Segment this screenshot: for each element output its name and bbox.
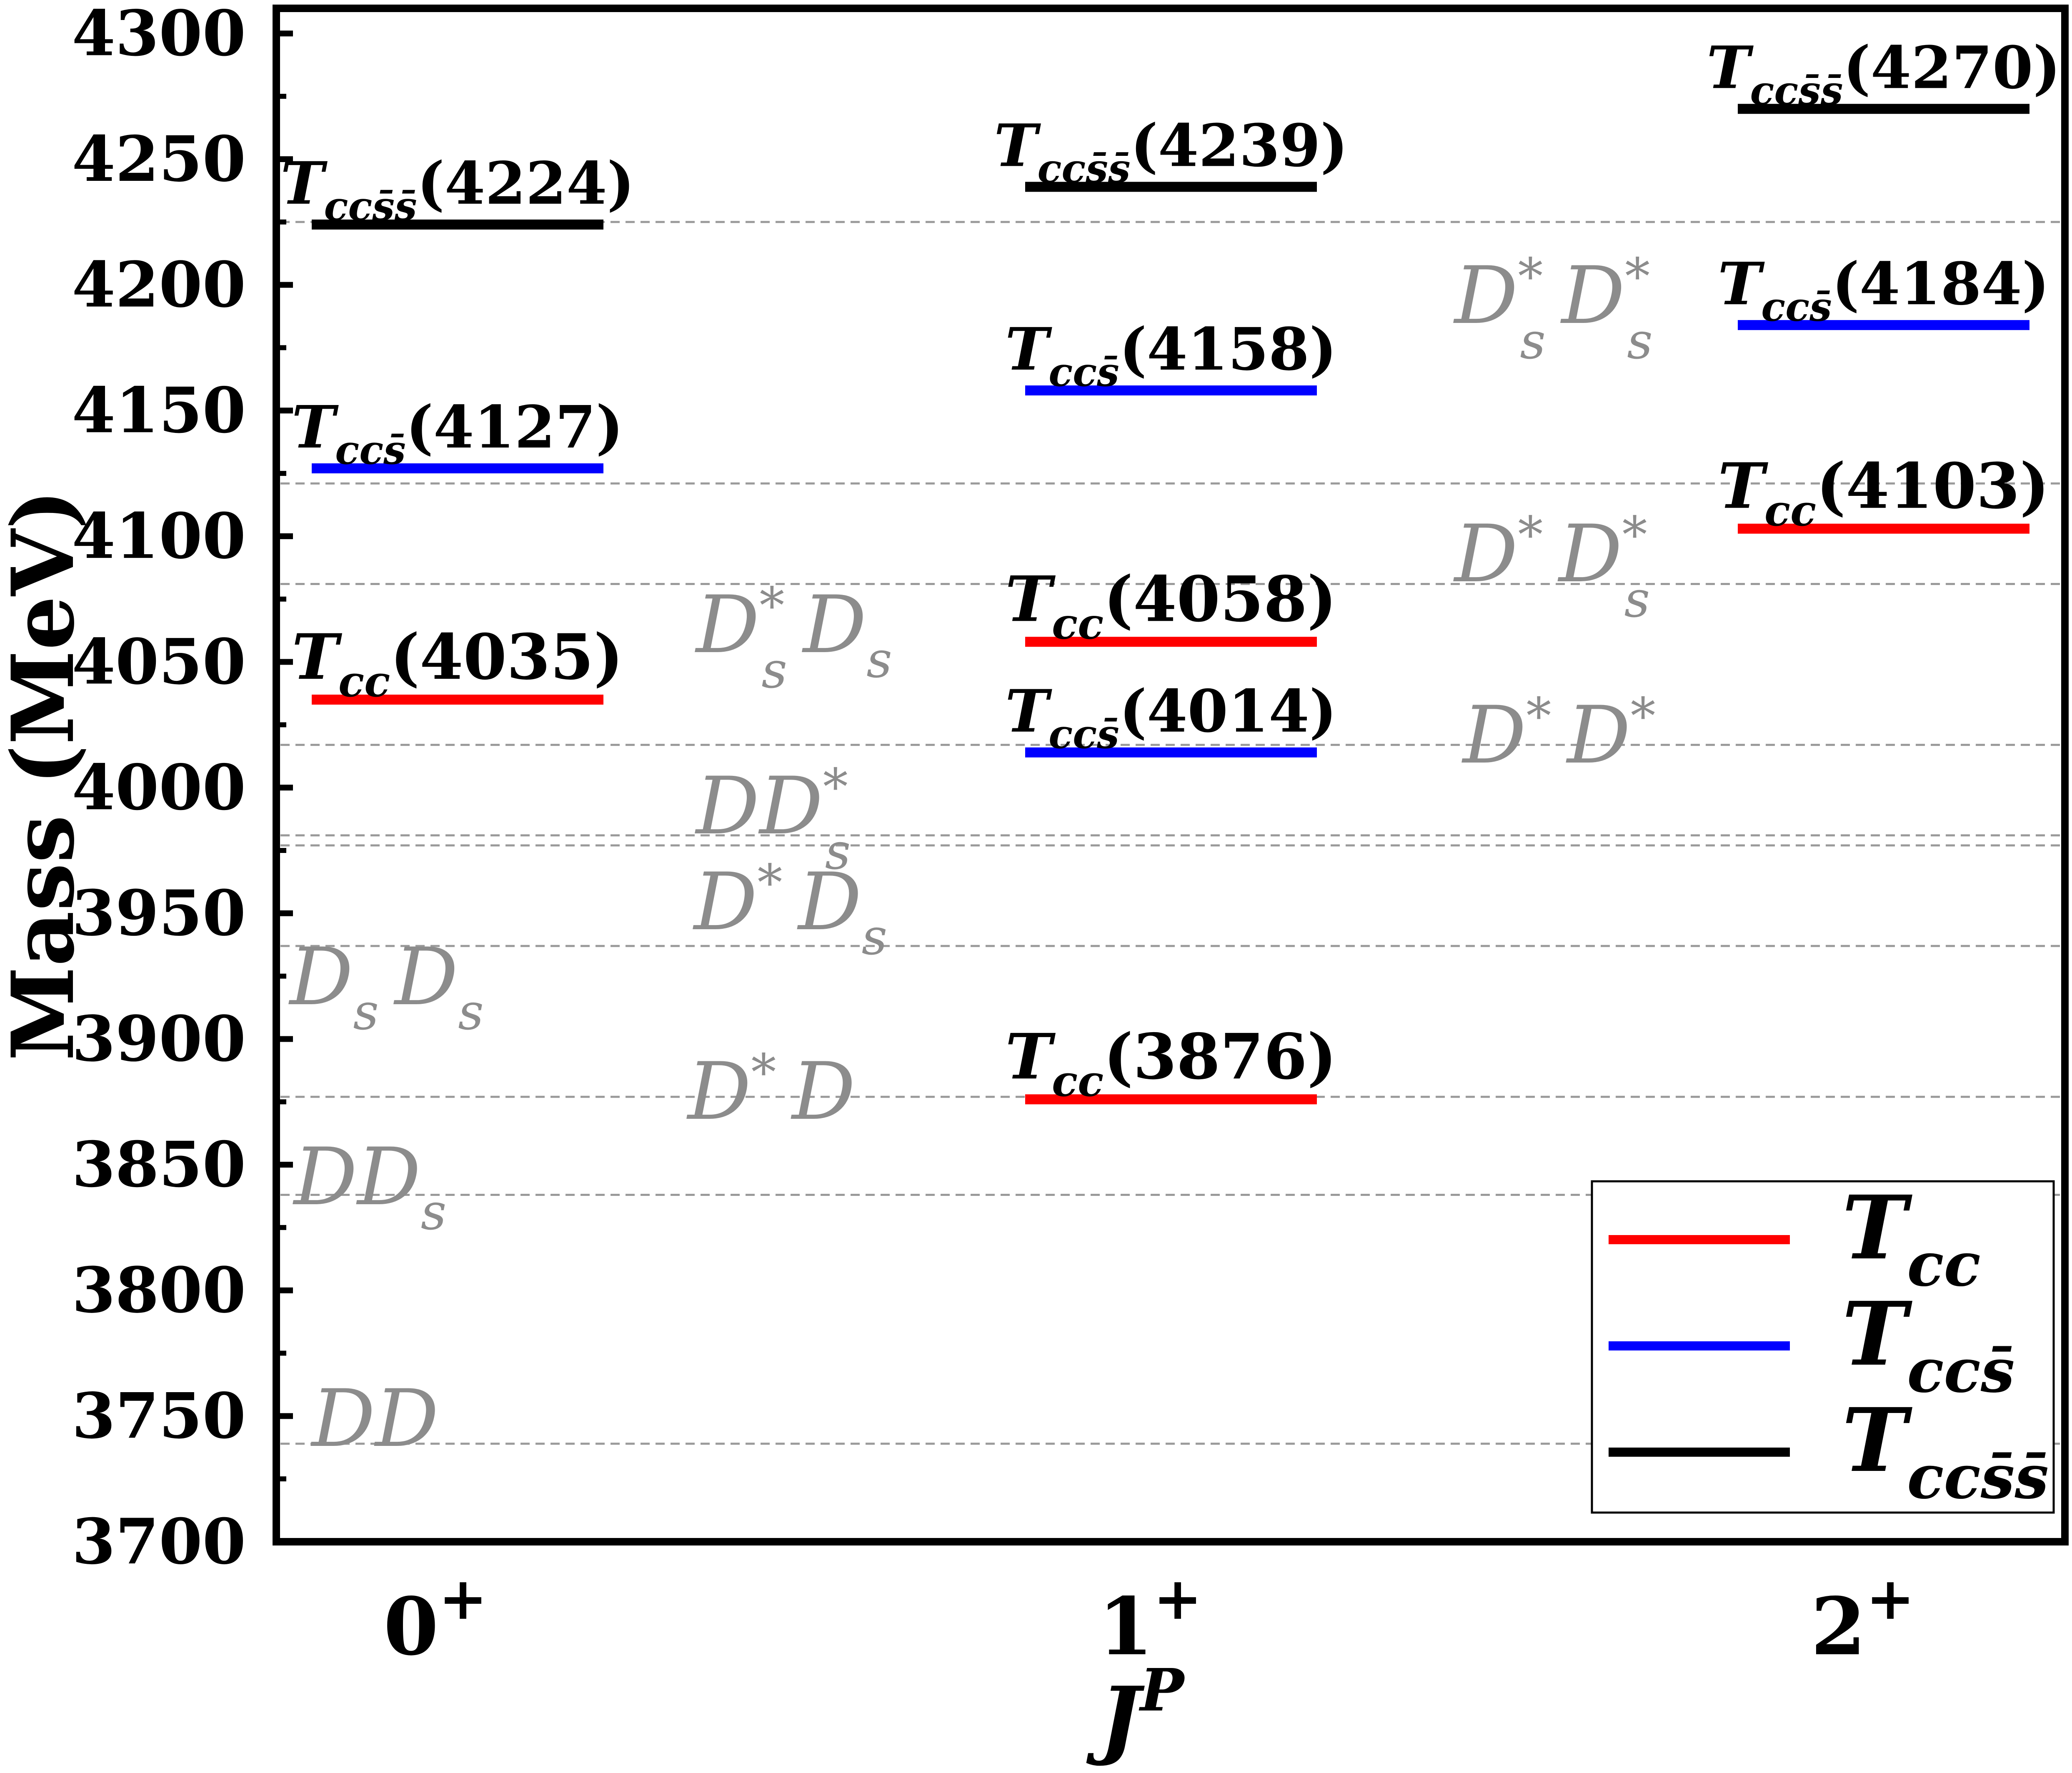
x-tick-label-2: 2+: [1811, 1565, 1915, 1673]
y-tick-label-3700: 3700: [72, 1505, 246, 1578]
y-tick-label-4050: 4050: [72, 625, 246, 699]
threshold-label-9: D* s D* s: [1453, 248, 1669, 370]
y-tick-label-4200: 4200: [72, 248, 246, 322]
y-tick-label-4250: 4250: [72, 123, 246, 196]
threshold-label-1: DDs: [293, 1131, 462, 1241]
level-label-tcc-3876: Tcc(3876): [1005, 1020, 1336, 1106]
y-tick-label-4100: 4100: [72, 500, 246, 573]
y-axis-ticks: 3700 3750 3800 3850 3900 3950 4000 4050 4100 4150…: [72, 0, 293, 1578]
level-label-tccss-4270: Tccs̄s̄(4270): [1707, 34, 2060, 114]
level-label-tccss-4224: Tccs̄s̄(4224): [280, 150, 634, 230]
y-tick-label-4000: 4000: [72, 751, 246, 824]
level-label-tcc-4103: Tcc(4103): [1718, 450, 2049, 536]
y-tick-label-3750: 3750: [72, 1379, 246, 1453]
level-label-tccs-4127: Tccs̄(4127): [292, 393, 623, 473]
y-axis-label: Mass (MeV): [0, 489, 93, 1061]
level-labels: Tcc(4035) Tccs̄(4127) Tccs̄s̄(4224) Tcc(387…: [280, 34, 2060, 1106]
level-label-tcc-4035: Tcc(4035): [292, 620, 623, 707]
threshold-label-5: DD* s: [695, 758, 866, 881]
threshold-label-3: Ds Ds: [288, 931, 500, 1041]
level-label-tccs-4014: Tccs̄(4014): [1005, 678, 1337, 758]
level-label-tccss-4239: Tccs̄s̄(4239): [994, 112, 1348, 192]
x-axis-ticks: 0+ 1+ 2+: [383, 1565, 1915, 1673]
y-tick-label-3900: 3900: [72, 1002, 246, 1075]
legend-label-tccss: Tccs̄s̄: [1842, 1389, 2049, 1513]
y-tick-label-3850: 3850: [72, 1128, 246, 1201]
level-label-tcc-4058: Tcc(4058): [1005, 563, 1336, 649]
y-tick-label-4300: 4300: [72, 0, 246, 70]
threshold-label-4: D* Ds: [693, 854, 903, 966]
threshold-label-8: D* D* s: [1453, 506, 1666, 629]
x-axis-label: JP: [1086, 1656, 1186, 1768]
level-label-tccs-4184: Tccs̄(4184): [1718, 250, 2049, 330]
y-tick-label-3800: 3800: [72, 1254, 246, 1327]
threshold-label-7: D* s Ds: [695, 577, 908, 700]
level-bars: [312, 104, 2029, 1105]
x-tick-label-1: 1+: [1098, 1565, 1202, 1673]
threshold-label-6: D* D*: [1461, 688, 1672, 781]
x-tick-label-0: 0+: [383, 1565, 488, 1673]
level-label-tccs-4158: Tccs̄(4158): [1005, 315, 1337, 395]
y-tick-label-3950: 3950: [72, 877, 246, 950]
legend-label-tccs: Tccs̄: [1842, 1283, 2015, 1406]
plot-frame: [273, 5, 2069, 1545]
threshold-label-2: D* D: [686, 1044, 856, 1138]
legend-label-tcc: Tcc: [1842, 1176, 1981, 1300]
threshold-label-0: DD: [310, 1373, 439, 1465]
y-tick-label-4150: 4150: [72, 374, 246, 447]
